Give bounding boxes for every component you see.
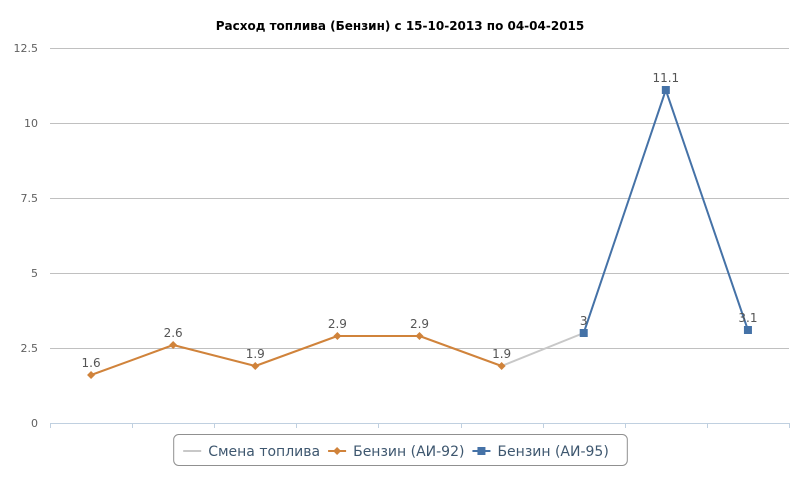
y-tick-label: 10 [24, 117, 38, 130]
data-point-diamond[interactable] [497, 362, 506, 370]
legend-diamond-marker [333, 447, 342, 455]
data-label: 1.9 [246, 347, 265, 361]
data-label: 1.6 [82, 356, 101, 370]
data-label: 3 [580, 314, 588, 328]
legend-label: Бензин (АИ-92) [353, 444, 464, 460]
series-line [582, 89, 749, 334]
data-label: 2.6 [164, 326, 183, 340]
chart-legend[interactable]: Смена топлива Бензин (АИ-92) Бензин (АИ-95… [173, 434, 628, 466]
y-axis-ticks: 0 2.5 5 7.5 10 12.5 [14, 42, 39, 430]
legend-box [173, 434, 628, 466]
series-line [501, 332, 585, 367]
series-line [90, 335, 502, 376]
grid-lines [50, 48, 789, 349]
chart-title: Расход топлива (Бензин) с 15-10-2013 по … [216, 19, 585, 33]
data-point-diamond[interactable] [251, 362, 260, 370]
data-labels: 1.6 2.6 1.9 2.9 2.9 1.9 3 11.1 3.1 [82, 71, 758, 370]
legend-label: Бензин (АИ-95) [497, 444, 608, 460]
data-label: 11.1 [652, 71, 679, 85]
data-point-diamond[interactable] [415, 332, 424, 340]
data-label: 1.9 [492, 347, 511, 361]
y-tick-label: 12.5 [14, 42, 39, 55]
legend-item[interactable]: Смена топлива [183, 444, 320, 460]
data-point-diamond[interactable] [169, 341, 178, 349]
data-point-square[interactable] [661, 86, 670, 94]
data-point-square[interactable] [579, 329, 588, 337]
data-label: 3.1 [738, 311, 757, 325]
y-tick-label: 0 [31, 417, 38, 430]
legend-item[interactable]: Бензин (АИ-92) [328, 444, 464, 460]
data-point-square[interactable] [743, 326, 752, 334]
legend-square-marker [477, 447, 486, 455]
data-label: 2.9 [328, 317, 347, 331]
x-axis [50, 423, 790, 428]
y-tick-label: 2.5 [21, 342, 39, 355]
series-layer [87, 86, 752, 379]
data-point-diamond[interactable] [333, 332, 342, 340]
legend-label: Смена топлива [208, 444, 320, 460]
data-point-diamond[interactable] [87, 371, 96, 379]
y-tick-label: 7.5 [21, 192, 39, 205]
data-label: 2.9 [410, 317, 429, 331]
legend-item[interactable]: Бензин (АИ-95) [472, 444, 609, 460]
y-tick-label: 5 [31, 267, 38, 280]
